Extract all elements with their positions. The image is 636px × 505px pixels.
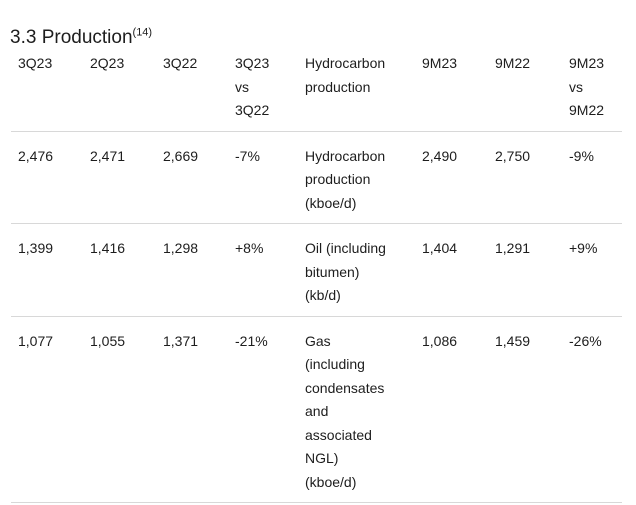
cell-oil-including-bitumen-2: 1,298 xyxy=(156,237,228,261)
cell-line: 3Q23 xyxy=(18,55,53,71)
cell-line: 2,490 xyxy=(422,147,458,164)
cell-line: 1,298 xyxy=(163,240,199,256)
cell-line: 1,086 xyxy=(422,332,458,349)
table-header-row: 3Q23 2Q23 3Q22 3Q23 vs 3Q22 Hydrocarbon product… xyxy=(11,52,622,132)
cell-line: (kboe/d) xyxy=(305,473,357,490)
cell-oil-including-bitumen-7: +9% xyxy=(562,237,622,261)
header-cell-7: 9M23 vs 9M22 xyxy=(562,52,622,123)
cell-gas-including-condensates-0: 1,077 xyxy=(11,330,83,354)
cell-hydrocarbon-production-0: 2,476 xyxy=(11,145,83,169)
cell-line: Gas xyxy=(305,332,331,349)
cell-line: 1,399 xyxy=(18,240,54,256)
cell-gas-including-condensates-7: -26% xyxy=(562,330,622,354)
cell-line: 1,459 xyxy=(495,332,531,349)
cell-hydrocarbon-production-6: 2,750 xyxy=(488,145,562,169)
cell-line: 9M22 xyxy=(569,102,605,118)
cell-line: -26% xyxy=(569,332,602,349)
cell-line: bitumen) xyxy=(305,263,360,280)
cell-line: -21% xyxy=(235,332,268,349)
cell-line: 2,669 xyxy=(163,147,199,164)
cell-line: (kboe/d) xyxy=(305,194,357,211)
header-cell-3: 3Q23 vs 3Q22 xyxy=(228,52,298,123)
cell-line: 9M23 xyxy=(422,55,458,71)
cell-gas-including-condensates-3: -21% xyxy=(228,330,298,354)
cell-oil-including-bitumen-4: Oil (including bitumen) (kb/d) xyxy=(298,237,415,308)
cell-oil-including-bitumen-5: 1,404 xyxy=(415,237,488,261)
cell-line: 1,404 xyxy=(422,240,458,256)
table-row-hydrocarbon-production: 2,476 2,471 2,669 -7% Hydrocarbon production (… xyxy=(11,132,622,224)
cell-hydrocarbon-production-1: 2,471 xyxy=(83,145,156,169)
cell-hydrocarbon-production-3: -7% xyxy=(228,145,298,169)
page-title-text: 3.3 Production xyxy=(10,27,133,48)
cell-oil-including-bitumen-6: 1,291 xyxy=(488,237,562,261)
cell-hydrocarbon-production-5: 2,490 xyxy=(415,145,488,169)
cell-hydrocarbon-production-2: 2,669 xyxy=(156,145,228,169)
cell-gas-including-condensates-2: 1,371 xyxy=(156,330,228,354)
header-cell-1: 2Q23 xyxy=(83,52,156,76)
cell-line: 9M22 xyxy=(495,55,531,71)
cell-line: Hydrocarbon xyxy=(305,55,386,71)
cell-line: 1,371 xyxy=(163,332,199,349)
cell-line: vs xyxy=(235,78,249,95)
cell-line: 9M23 xyxy=(569,55,605,71)
cell-hydrocarbon-production-4: Hydrocarbon production (kboe/d) xyxy=(298,145,415,216)
cell-oil-including-bitumen-0: 1,399 xyxy=(11,237,83,261)
cell-line: (kb/d) xyxy=(305,287,341,303)
cell-line: associated xyxy=(305,426,372,443)
cell-line: vs xyxy=(569,78,583,95)
header-cell-2: 3Q22 xyxy=(156,52,228,76)
production-table: 3Q23 2Q23 3Q22 3Q23 vs 3Q22 Hydrocarbon product… xyxy=(11,52,622,503)
cell-gas-including-condensates-1: 1,055 xyxy=(83,330,156,354)
table-row-oil-including-bitumen: 1,399 1,416 1,298 +8% Oil (including bitumen)… xyxy=(11,224,622,317)
cell-line: 1,077 xyxy=(18,332,54,349)
cell-line: +9% xyxy=(569,240,598,256)
cell-line: Oil (including xyxy=(305,240,386,256)
cell-line: 1,055 xyxy=(90,332,126,349)
header-cell-5: 9M23 xyxy=(415,52,488,76)
cell-gas-including-condensates-4: Gas (including condensates and associated NGL… xyxy=(298,330,415,495)
cell-line: Hydrocarbon xyxy=(305,147,386,164)
cell-line: 1,291 xyxy=(495,240,531,256)
cell-line: NGL) xyxy=(305,450,339,466)
cell-line: condensates xyxy=(305,379,385,396)
cell-line: -7% xyxy=(235,147,260,164)
cell-line: 2,471 xyxy=(90,147,126,164)
cell-line: 1,416 xyxy=(90,240,126,256)
cell-line: (including xyxy=(305,356,365,372)
cell-line: -9% xyxy=(569,147,594,164)
cell-oil-including-bitumen-3: +8% xyxy=(228,237,298,261)
header-cell-0: 3Q23 xyxy=(11,52,83,76)
cell-line: +8% xyxy=(235,240,264,256)
cell-line: 3Q22 xyxy=(163,55,198,71)
cell-line: 3Q22 xyxy=(235,102,270,118)
cell-gas-including-condensates-6: 1,459 xyxy=(488,330,562,354)
cell-line: 2,476 xyxy=(18,147,54,164)
cell-line: 2,750 xyxy=(495,147,531,164)
page-title-footnote-ref: (14) xyxy=(132,26,153,39)
page-title: 3.3 Production(14) xyxy=(10,27,152,49)
cell-line: 3Q23 xyxy=(235,55,270,71)
table-row-gas-including-condensates: 1,077 1,055 1,371 -21% Gas (including condensa… xyxy=(11,317,622,503)
cell-line: and xyxy=(305,403,329,419)
cell-hydrocarbon-production-7: -9% xyxy=(562,145,622,169)
cell-oil-including-bitumen-1: 1,416 xyxy=(83,237,156,261)
header-cell-6: 9M22 xyxy=(488,52,562,76)
cell-line: 2Q23 xyxy=(90,55,125,71)
cell-line: production xyxy=(305,171,371,187)
cell-gas-including-condensates-5: 1,086 xyxy=(415,330,488,354)
cell-line: production xyxy=(305,78,371,95)
header-cell-4: Hydrocarbon production xyxy=(298,52,415,99)
